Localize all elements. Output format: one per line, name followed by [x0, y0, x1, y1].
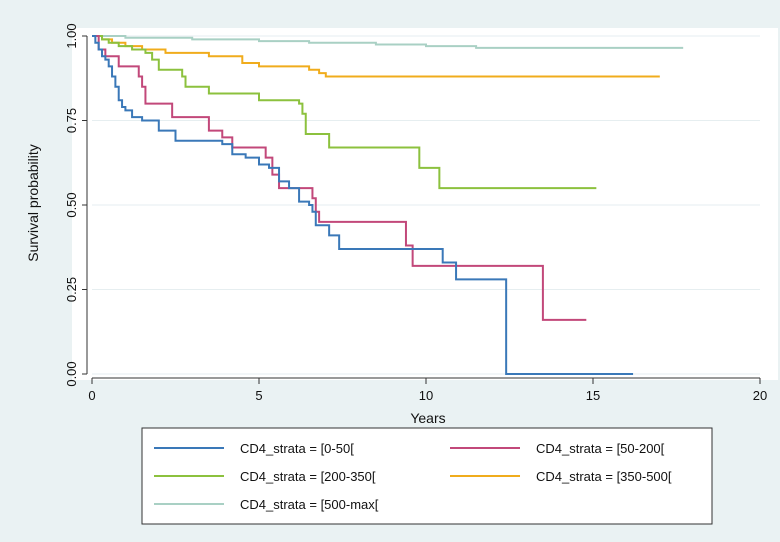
y-axis-label: Survival probability — [25, 144, 41, 262]
x-tick-label: 5 — [255, 388, 262, 403]
legend-label: CD4_strata = [0-50[ — [240, 441, 354, 456]
series-line — [92, 35, 587, 321]
plot-background — [72, 28, 778, 380]
y-tick-label: 0.50 — [64, 192, 79, 217]
x-tick-label: 10 — [419, 388, 433, 403]
series-line — [92, 35, 597, 190]
series-line — [92, 35, 684, 49]
axes — [82, 35, 761, 384]
series-line — [92, 35, 634, 375]
x-tick-label: 15 — [586, 388, 600, 403]
series-lines — [92, 35, 684, 375]
grid-lines — [92, 35, 760, 375]
tick-labels: 0.00 0.25 0.50 0.75 1.00 0 5 10 15 20 — [64, 23, 767, 403]
x-axis-label: Years — [410, 410, 445, 426]
legend-label: CD4_strata = [350-500[ — [536, 469, 672, 484]
x-tick-label: 20 — [753, 388, 767, 403]
legend-label: CD4_strata = [200-350[ — [240, 469, 376, 484]
y-tick-label: 0.00 — [64, 361, 79, 386]
legend-label: CD4_strata = [500-max[ — [240, 497, 379, 512]
y-tick-label: 0.25 — [64, 277, 79, 302]
y-tick-label: 1.00 — [64, 23, 79, 48]
legend-box — [141, 427, 713, 525]
x-tick-label: 0 — [88, 388, 95, 403]
legend-label: CD4_strata = [50-200[ — [536, 441, 665, 456]
y-tick-label: 0.75 — [64, 108, 79, 133]
legend: CD4_strata = [0-50[ CD4_strata = [50-200[… — [154, 441, 672, 512]
